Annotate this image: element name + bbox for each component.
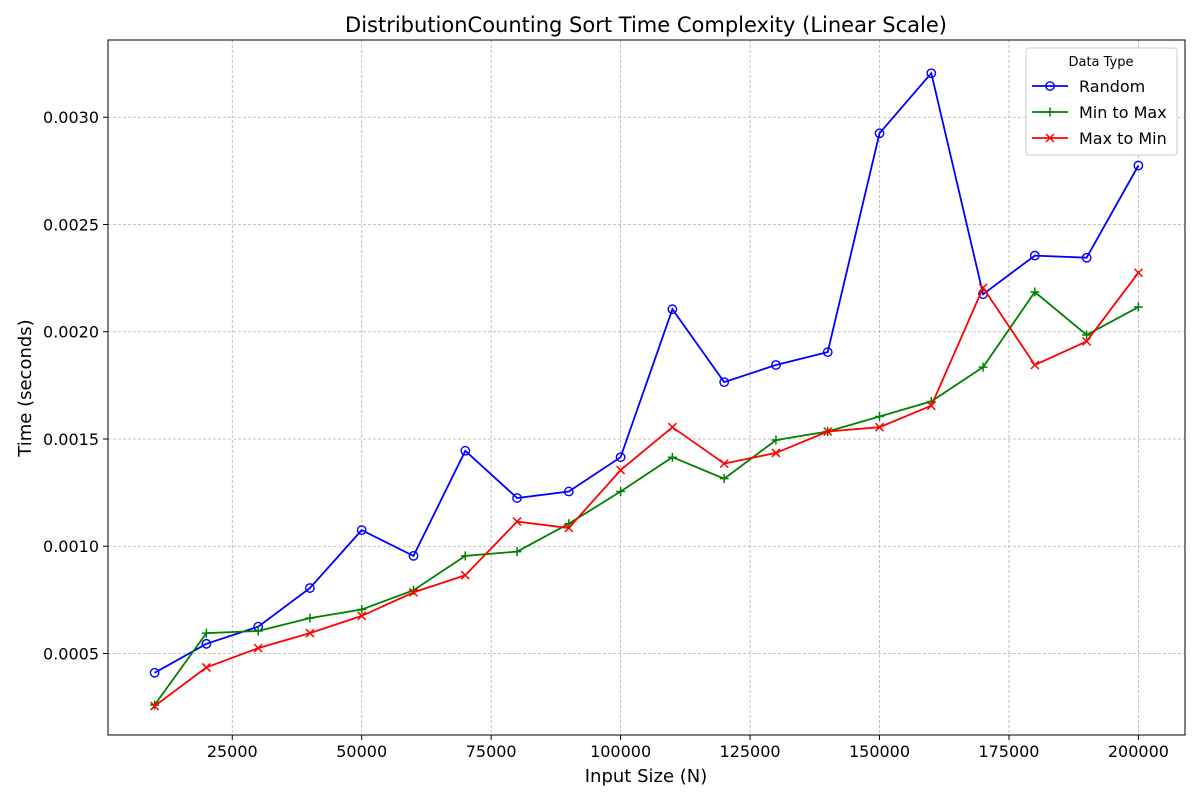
plot-frame [107,39,1186,736]
y-tick-label: 0.0025 [43,215,99,234]
data-point-min-to-max [201,628,211,638]
data-point-min-to-max [1133,302,1143,312]
y-tick-label: 0.0005 [43,644,99,663]
y-tick-label: 0.0030 [43,108,99,127]
legend-marker [1045,81,1055,91]
data-point-max-to-min [253,643,263,653]
data-point-random [719,377,730,388]
data-point-max-to-min [978,283,988,293]
data-point-random [615,452,626,463]
data-point-max-to-min [150,701,160,711]
legend-label: Min to Max [1079,103,1167,122]
data-point-min-to-max [875,411,885,421]
data-point-max-to-min [460,570,470,580]
x-tick-label: 25000 [207,742,258,761]
legend-label: Random [1079,77,1145,96]
data-point-min-to-max [512,547,522,557]
data-point-random [926,68,937,79]
x-tick-label: 150000 [849,742,910,761]
y-axis-label: Time (seconds) [15,319,36,457]
data-point-max-to-min [719,459,729,469]
data-point-min-to-max [460,551,470,561]
data-point-max-to-min [771,448,781,458]
data-point-random [822,347,833,358]
x-tick-label: 125000 [720,742,781,761]
data-point-random [460,445,471,456]
data-point-random [563,486,574,497]
y-tick-label: 0.0010 [43,537,99,556]
data-point-max-to-min [357,611,367,621]
data-point-max-to-min [201,662,211,672]
series-random [149,68,1144,678]
grid [108,40,1185,735]
data-point-min-to-max [305,613,315,623]
data-point-min-to-max [1082,330,1092,340]
data-point-random [356,525,367,536]
series-min-to-max [150,287,1143,710]
series-layer [149,68,1144,711]
data-point-min-to-max [357,605,367,615]
data-point-min-to-max [719,474,729,484]
data-point-random [771,360,781,370]
legend-items: Random Min to Max Max to Min [1032,77,1167,148]
data-point-random [512,493,522,503]
x-axis-label: Input Size (N) [585,766,708,787]
data-point-random [201,638,212,649]
x-tick-label: 175000 [978,742,1039,761]
legend: Data Type Random Min to Max Max to Min [1025,47,1178,156]
data-point-max-to-min [564,523,574,533]
legend-item-random: Random [1032,77,1145,96]
series-line-max-to-min [154,272,1140,707]
data-point-min-to-max [771,435,781,445]
data-point-max-to-min [667,422,677,432]
data-point-random [667,304,678,315]
data-point-max-to-min [823,426,833,437]
data-point-min-to-max [616,487,626,497]
y-tick-label: 0.0020 [43,323,99,342]
x-tick-label: 75000 [466,742,517,761]
data-point-max-to-min [408,587,419,597]
data-point-min-to-max [1030,287,1040,297]
chart-title: DistributionCounting Sort Time Complexit… [345,13,947,37]
data-point-max-to-min [512,517,522,527]
legend-label: Max to Min [1079,129,1167,148]
data-point-min-to-max [978,362,988,372]
data-point-random [1081,252,1092,263]
data-point-max-to-min [305,628,315,638]
x-tick-label: 100000 [590,742,651,761]
data-point-random [1133,160,1144,171]
data-point-max-to-min [1030,360,1040,370]
data-point-max-to-min [874,422,885,432]
data-point-min-to-max [667,452,677,462]
data-point-random [305,583,315,593]
series-max-to-min [150,268,1143,711]
series-line-min-to-max [153,290,1139,706]
data-point-random [149,667,160,678]
data-point-min-to-max [253,626,263,636]
x-tick-label: 200000 [1108,742,1169,761]
data-point-random [1029,250,1040,261]
data-point-max-to-min [1082,336,1092,346]
data-point-random [408,550,419,561]
data-point-random [874,128,885,139]
data-point-max-to-min [926,401,936,411]
legend-item-max-to-min: Max to Min [1032,129,1167,148]
series-line-random [154,71,1140,674]
data-point-max-to-min [616,465,626,475]
x-tick-label: 50000 [336,742,387,761]
legend-marker [1045,107,1055,117]
legend-box [1025,47,1178,156]
legend-title: Data Type [1068,55,1133,70]
legend-item-min-to-max: Min to Max [1032,103,1167,122]
y-tick-label: 0.0015 [43,430,99,449]
data-point-max-to-min [1133,268,1143,278]
ticks: 25000 50000 75000 100000 125000 150000 175000 2… [43,108,1169,761]
legend-marker [1045,133,1055,143]
